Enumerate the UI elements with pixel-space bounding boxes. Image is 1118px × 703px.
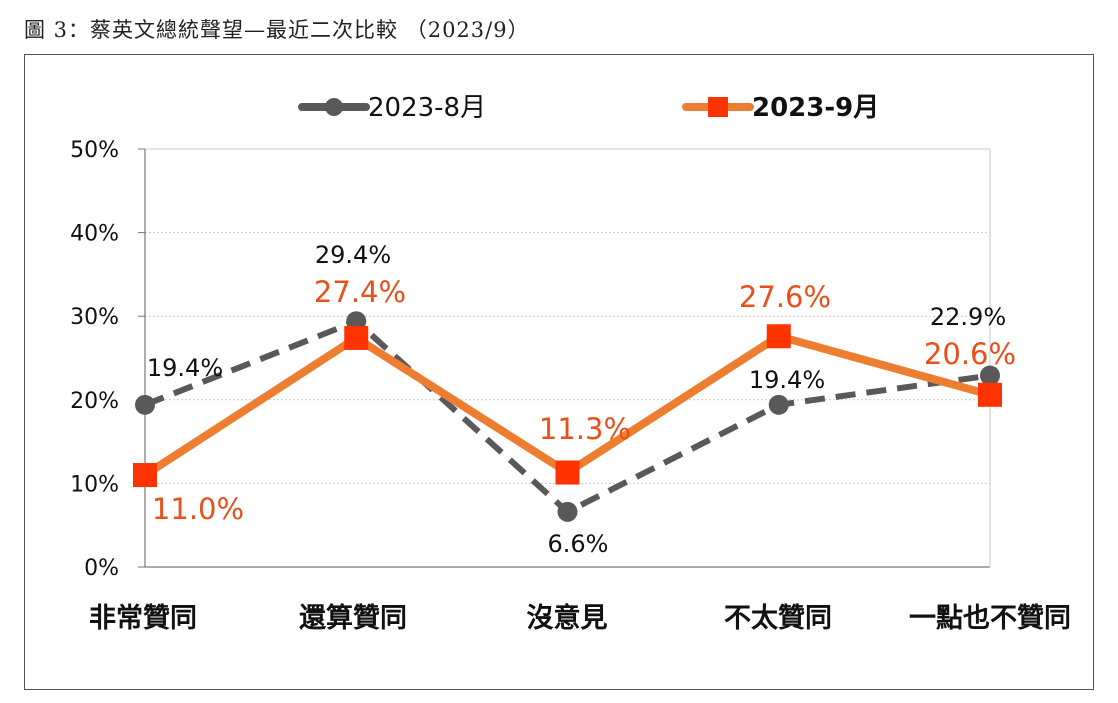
series-2023-9 [133, 324, 1002, 488]
data-label-sep: 20.6% [924, 337, 1016, 371]
x-category-label: 還算贊同 [299, 602, 407, 634]
legend-marker-sep [708, 97, 728, 117]
data-label-sep: 27.6% [739, 280, 831, 314]
x-category-label: 沒意見 [527, 602, 608, 634]
data-label-sep: 27.4% [314, 275, 406, 309]
data-label-sep: 11.0% [152, 492, 244, 526]
data-label-aug: 19.4% [147, 354, 223, 382]
y-tick-label: 20% [70, 389, 119, 414]
chart-frame [24, 54, 1094, 690]
point-sep [766, 324, 791, 349]
y-tick-label: 10% [70, 472, 119, 497]
y-tick-label: 30% [70, 305, 119, 330]
legend-marker-aug [325, 98, 343, 116]
data-label-aug: 6.6% [548, 530, 609, 558]
data-label-aug: 29.4% [315, 241, 391, 269]
x-category-label: 不太贊同 [724, 603, 832, 634]
data-label-aug: 22.9% [930, 303, 1006, 331]
point-aug [980, 365, 1000, 386]
point-sep [133, 463, 157, 488]
figure-title: 圖 3：蔡英文總統聲望—最近二次比較 （2023/9） [24, 18, 530, 42]
y-tick-label: 40% [70, 222, 119, 247]
point-aug [768, 394, 789, 415]
y-axis-ticks: 0% 10% 20% 30% 40% 50% [70, 138, 119, 581]
data-labels: 19.4% 29.4% 6.6% 19.4% 22.9% 11.0% 27.4% 11.3% 2… [147, 241, 1016, 558]
y-tick-label: 50% [70, 138, 119, 163]
legend: 2023-8月 2023-9月 [298, 93, 879, 123]
y-tick-label: 0% [84, 556, 119, 581]
x-category-label: 非常贊同 [89, 603, 197, 634]
point-sep [555, 460, 580, 485]
data-label-aug: 19.4% [749, 366, 825, 394]
x-axis-categories: 非常贊同 還算贊同 沒意見 不太贊同 一點也不贊同 [89, 602, 1071, 634]
point-sep [344, 325, 369, 350]
point-aug [557, 501, 578, 522]
point-sep [978, 382, 1002, 407]
axes [138, 148, 991, 568]
legend-label-sep: 2023-9月 [752, 93, 879, 123]
data-label-sep: 11.3% [539, 412, 631, 446]
legend-label-aug: 2023-8月 [368, 93, 486, 123]
x-category-label: 一點也不贊同 [909, 603, 1071, 634]
point-aug [135, 394, 155, 415]
